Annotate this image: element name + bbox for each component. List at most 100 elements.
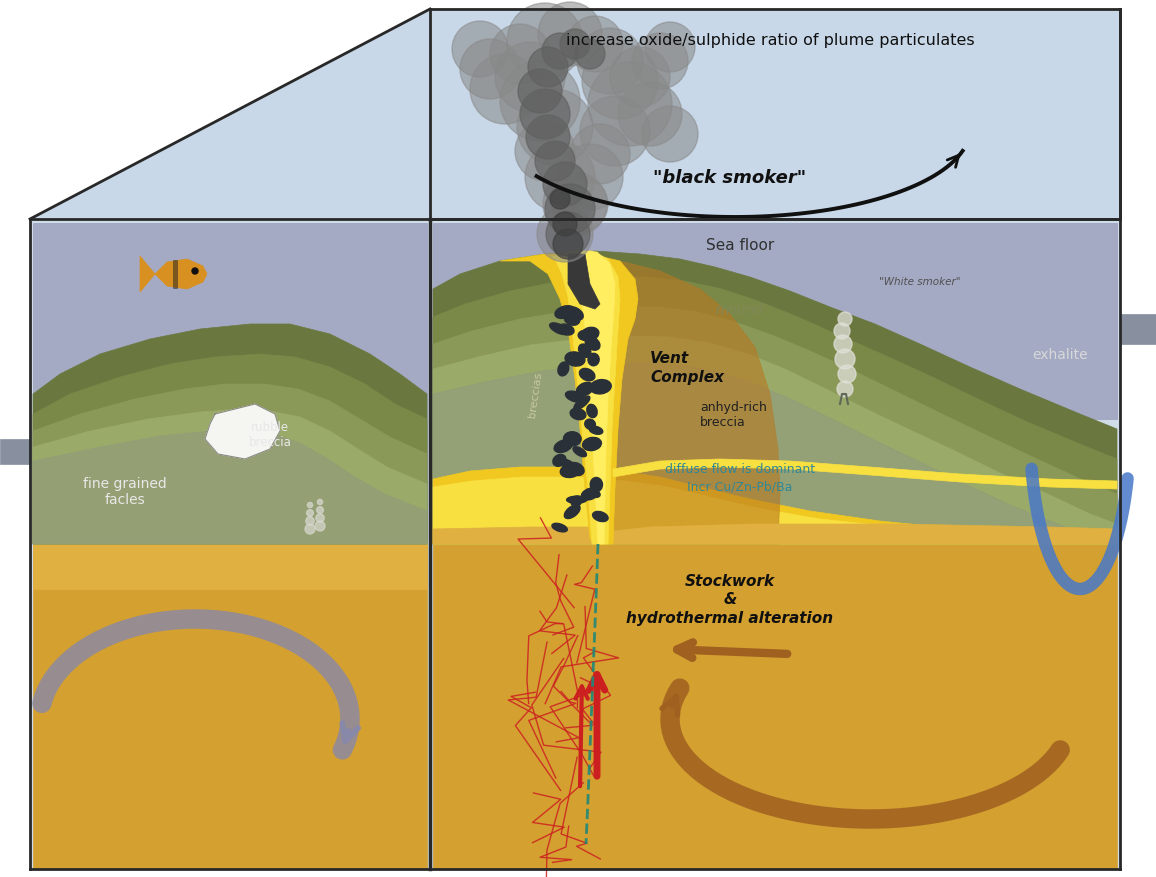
Circle shape: [525, 143, 595, 213]
Circle shape: [307, 503, 312, 508]
Circle shape: [618, 83, 682, 146]
Circle shape: [305, 524, 314, 534]
Circle shape: [306, 510, 313, 517]
Circle shape: [518, 70, 562, 114]
Circle shape: [490, 25, 550, 85]
Ellipse shape: [590, 380, 612, 395]
Polygon shape: [434, 467, 1117, 545]
Circle shape: [542, 34, 578, 70]
Circle shape: [581, 44, 658, 120]
Polygon shape: [34, 431, 427, 545]
Ellipse shape: [593, 384, 605, 392]
Text: diffuse flow is dominant
Incr Cu/Zn-Pb/Ba: diffuse flow is dominant Incr Cu/Zn-Pb/B…: [665, 462, 815, 493]
Circle shape: [610, 48, 670, 108]
Text: "black smoker": "black smoker": [653, 168, 807, 187]
Ellipse shape: [561, 464, 581, 478]
Circle shape: [543, 163, 587, 207]
Ellipse shape: [587, 489, 600, 498]
Circle shape: [553, 177, 608, 232]
Text: breccias: breccias: [527, 371, 543, 418]
Ellipse shape: [561, 460, 577, 473]
Ellipse shape: [555, 306, 575, 319]
Circle shape: [645, 23, 695, 73]
Circle shape: [550, 189, 570, 210]
Ellipse shape: [581, 488, 599, 501]
Polygon shape: [34, 545, 427, 589]
Ellipse shape: [566, 496, 587, 503]
Ellipse shape: [551, 524, 568, 532]
Ellipse shape: [568, 463, 584, 476]
Ellipse shape: [571, 496, 581, 507]
Ellipse shape: [573, 396, 590, 410]
Ellipse shape: [583, 438, 601, 451]
Polygon shape: [434, 308, 1117, 545]
Ellipse shape: [558, 362, 569, 376]
Circle shape: [501, 62, 580, 142]
Polygon shape: [553, 252, 620, 545]
Circle shape: [642, 107, 698, 163]
Polygon shape: [34, 354, 427, 545]
Text: "White smoker": "White smoker": [880, 276, 961, 287]
Circle shape: [588, 63, 672, 146]
Circle shape: [838, 312, 852, 326]
Circle shape: [538, 3, 602, 67]
Circle shape: [318, 500, 323, 505]
Circle shape: [538, 207, 593, 263]
Ellipse shape: [581, 328, 599, 341]
Circle shape: [580, 96, 650, 167]
Ellipse shape: [564, 505, 580, 519]
Polygon shape: [34, 224, 427, 539]
Circle shape: [837, 381, 853, 397]
Ellipse shape: [591, 478, 602, 492]
Polygon shape: [34, 545, 427, 869]
Circle shape: [507, 4, 583, 80]
Circle shape: [833, 324, 850, 339]
Circle shape: [838, 366, 855, 383]
Polygon shape: [34, 324, 427, 545]
Ellipse shape: [588, 354, 599, 367]
Ellipse shape: [553, 455, 566, 467]
Circle shape: [566, 17, 623, 73]
Polygon shape: [434, 524, 1117, 545]
Text: mound: mound: [716, 303, 764, 317]
Polygon shape: [140, 257, 155, 293]
Circle shape: [306, 517, 314, 525]
Ellipse shape: [570, 409, 586, 420]
Ellipse shape: [564, 313, 580, 326]
Polygon shape: [30, 10, 1120, 220]
Circle shape: [470, 55, 540, 125]
Circle shape: [546, 213, 590, 257]
Text: Sea floor: Sea floor: [706, 238, 775, 253]
Circle shape: [535, 142, 575, 182]
Polygon shape: [173, 260, 177, 289]
Text: fine grained
facles: fine grained facles: [83, 476, 166, 507]
Text: exhalite: exhalite: [1032, 347, 1088, 361]
Polygon shape: [0, 439, 30, 465]
Circle shape: [543, 173, 607, 237]
Circle shape: [526, 116, 570, 160]
Polygon shape: [1120, 315, 1156, 345]
Circle shape: [495, 43, 565, 113]
Polygon shape: [568, 254, 600, 310]
Circle shape: [517, 90, 593, 166]
Circle shape: [833, 336, 852, 353]
Circle shape: [516, 122, 575, 182]
Ellipse shape: [587, 405, 598, 418]
Polygon shape: [205, 404, 280, 460]
Polygon shape: [34, 410, 427, 545]
Circle shape: [577, 29, 643, 95]
Circle shape: [544, 185, 595, 235]
Ellipse shape: [585, 420, 595, 430]
Circle shape: [316, 514, 324, 523]
Ellipse shape: [565, 392, 585, 403]
Ellipse shape: [573, 447, 586, 457]
Polygon shape: [434, 252, 1117, 545]
Ellipse shape: [578, 345, 591, 358]
Ellipse shape: [585, 338, 600, 351]
Polygon shape: [155, 260, 207, 289]
Circle shape: [557, 145, 623, 210]
Polygon shape: [434, 278, 1117, 545]
Polygon shape: [613, 261, 780, 545]
Polygon shape: [560, 252, 615, 545]
Ellipse shape: [579, 369, 595, 381]
